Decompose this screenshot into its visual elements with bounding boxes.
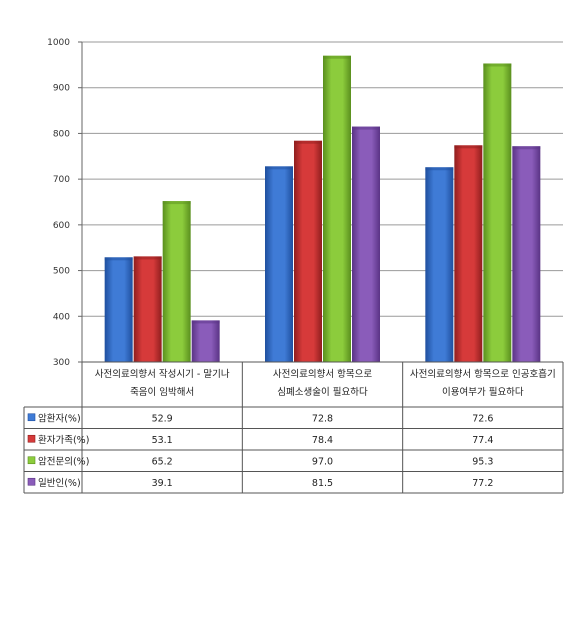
y-tick-label: 600: [53, 221, 70, 231]
bar: [352, 126, 380, 362]
bar: [512, 146, 541, 362]
bar-top: [425, 167, 454, 171]
data-label: 72.6: [472, 413, 493, 424]
bar-top: [191, 320, 220, 324]
data-label: 97.0: [312, 456, 333, 467]
data-label: 72.8: [312, 413, 333, 424]
y-tick-label: 800: [53, 129, 70, 139]
bar-top: [483, 63, 512, 67]
bar-top: [265, 166, 293, 170]
data-label: 53.1: [152, 435, 173, 446]
bar: [483, 63, 512, 362]
bar: [133, 256, 162, 362]
bar: [454, 145, 483, 362]
x-category-label: 사전의료의향서 항목으로 인공호흡기: [410, 368, 556, 380]
y-tick-label: 900: [53, 84, 70, 94]
x-category-label: 이용여부가 필요하다: [442, 386, 524, 398]
legend-swatch: [27, 456, 36, 465]
y-tick-label: 1000: [47, 38, 70, 48]
x-category-label: 죽음이 임박해서: [130, 386, 194, 398]
y-tick-label: 700: [53, 175, 70, 185]
data-label: 95.3: [472, 456, 493, 467]
bar-top: [104, 257, 133, 261]
bar: [162, 201, 191, 362]
y-tick-label: 400: [53, 312, 70, 322]
x-category-label: 사전의료의향서 작성시기 - 말기나: [95, 368, 230, 380]
bar-top: [323, 55, 351, 59]
legend-swatch: [27, 477, 36, 486]
data-label: 78.4: [312, 435, 333, 446]
x-category-label: 사전의료의향서 항목으로: [273, 368, 372, 380]
legend-swatch: [27, 413, 36, 422]
bar-top: [162, 201, 191, 205]
legend-label: 일반인(%): [38, 478, 81, 489]
legend-label: 암전문의(%): [38, 455, 89, 467]
bar: [425, 167, 454, 362]
data-label: 65.2: [152, 456, 173, 467]
bar: [265, 166, 293, 362]
data-label: 77.2: [472, 478, 493, 489]
legend-swatch: [27, 434, 36, 443]
bar-top: [133, 256, 162, 260]
y-tick-label: 500: [53, 267, 70, 277]
legend-label: 환자가족(%): [38, 434, 89, 446]
data-label: 52.9: [152, 413, 173, 424]
bar-top: [512, 146, 541, 150]
y-tick-label: 300: [53, 358, 70, 368]
bar: [323, 55, 351, 362]
x-category-label: 심폐소생술이 필요하다: [277, 386, 368, 398]
bar: [191, 320, 220, 362]
legend-label: 암환자(%): [38, 412, 81, 424]
bar: [104, 257, 133, 362]
bar-top: [454, 145, 483, 149]
bar-top: [352, 126, 380, 130]
data-label: 77.4: [472, 435, 493, 446]
data-label: 39.1: [152, 478, 173, 489]
bar: [294, 140, 322, 362]
bar-top: [294, 140, 322, 144]
data-label: 81.5: [312, 478, 333, 489]
